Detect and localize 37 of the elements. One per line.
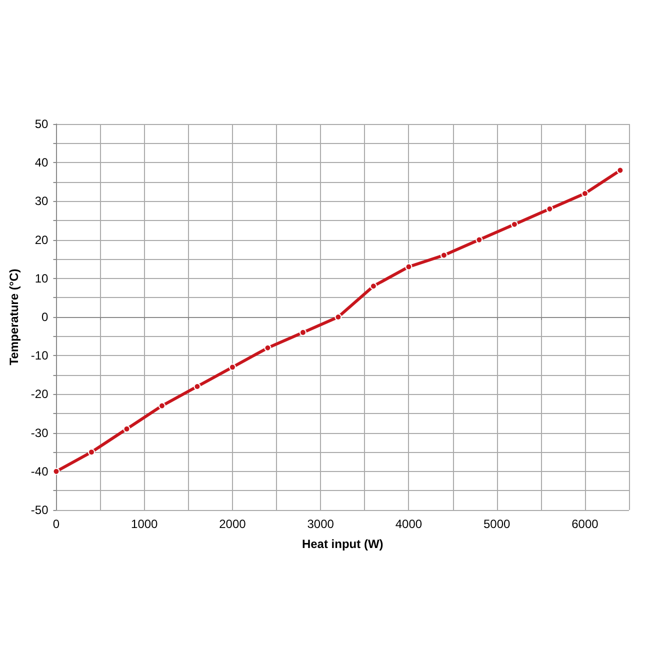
x-axis-title: Heat input (W): [302, 537, 384, 551]
point: [405, 263, 412, 270]
y-tick-label: 10: [34, 271, 49, 286]
point: [370, 282, 377, 290]
point: [194, 382, 201, 390]
y-tick-label: 50: [34, 117, 49, 131]
y-tick-label: 0: [42, 310, 49, 324]
x-tick-label: 6000: [572, 517, 599, 531]
point: [88, 448, 95, 456]
point: [52, 468, 60, 475]
point: [616, 166, 624, 174]
point: [299, 328, 306, 336]
x-tick-label: 2000: [219, 517, 246, 531]
point: [158, 402, 166, 410]
y-tick-label: -50: [30, 503, 49, 517]
point: [476, 236, 483, 244]
y-tick-label: -10: [30, 348, 49, 363]
point: [228, 364, 236, 371]
y-axis-title: Temperature (°C): [7, 268, 21, 366]
y-tick-label: 40: [34, 156, 49, 170]
y-tick-label: 20: [34, 232, 49, 247]
point: [123, 425, 130, 432]
x-tick-label: 0: [52, 517, 60, 531]
point: [510, 220, 518, 228]
point: [264, 344, 272, 352]
point: [334, 314, 342, 320]
x-tick-label: 3000: [307, 517, 334, 531]
x-tick-label: 4000: [395, 517, 422, 531]
x-tick-label: 5000: [483, 517, 510, 531]
point: [546, 205, 554, 212]
point: [440, 252, 448, 259]
y-tick-label: -20: [30, 387, 49, 402]
y-tick-label: 30: [34, 194, 49, 208]
y-tick-label: -30: [30, 426, 49, 440]
x-tick-label: 1000: [131, 517, 158, 531]
point: [581, 190, 588, 197]
y-tick-label: -40: [30, 464, 49, 478]
